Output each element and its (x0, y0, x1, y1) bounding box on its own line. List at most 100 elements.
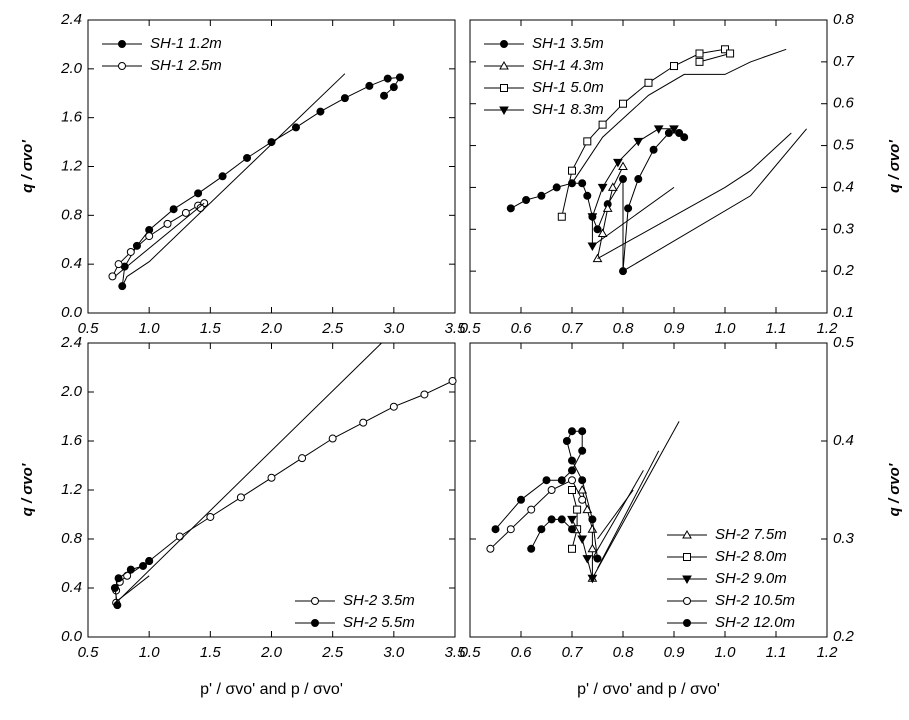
data-point (395, 73, 404, 82)
data-point (573, 505, 582, 514)
data-point (583, 137, 592, 146)
x-tick-label: 1.2 (817, 644, 839, 661)
x-tick-label: 0.7 (562, 320, 584, 337)
reference-line (114, 575, 150, 604)
x-tick-label: 3.5 (445, 644, 467, 661)
data-point (578, 495, 587, 504)
x-tick-label: 0.6 (511, 644, 533, 661)
data-point (695, 49, 704, 58)
y-tick-label: 0.1 (833, 304, 854, 321)
series-line (115, 380, 453, 603)
legend-label: SH-2 9.0m (715, 570, 787, 587)
x-tick-label: 1.0 (715, 320, 737, 337)
data-point (613, 158, 623, 168)
data-point (267, 138, 276, 147)
data-point (583, 191, 592, 200)
data-point (670, 62, 678, 71)
y-axis-title: q / σvo' (19, 463, 36, 516)
legend-marker (682, 575, 692, 585)
reference-line (597, 489, 634, 540)
legend-marker (118, 40, 126, 48)
x-tick-label: 1.2 (817, 320, 839, 337)
legend-marker (118, 62, 126, 70)
data-point (175, 532, 184, 541)
data-point (557, 476, 566, 485)
y-tick-label: 2.4 (60, 11, 82, 28)
x-tick-label: 0.5 (78, 320, 100, 337)
x-tick-label: 1.0 (139, 644, 161, 661)
data-point (680, 133, 689, 142)
data-point (359, 418, 368, 427)
x-tick-label: 0.6 (511, 320, 533, 337)
data-point (568, 544, 576, 553)
data-point (568, 427, 576, 436)
y-tick-label: 0.8 (833, 11, 855, 28)
series-line (571, 519, 593, 579)
legend-marker (683, 553, 691, 561)
data-point (634, 175, 643, 184)
y-tick-label: 0.4 (833, 178, 854, 195)
data-point (291, 123, 300, 132)
x-tick-label: 3.0 (383, 644, 405, 661)
data-point (593, 225, 602, 234)
y-tick-label: 0.4 (61, 579, 82, 596)
y-tick-label: 0.0 (61, 628, 83, 645)
data-point (139, 561, 148, 570)
data-point (114, 574, 123, 583)
data-point (527, 544, 536, 553)
legend-marker (499, 60, 509, 70)
series-line (597, 166, 624, 259)
y-tick-label: 0.8 (61, 206, 83, 223)
data-point (196, 204, 205, 213)
data-point (587, 524, 598, 533)
x-tick-label: 1.0 (715, 644, 737, 661)
y-tick-label: 2.0 (60, 383, 83, 400)
y-tick-label: 1.2 (61, 157, 83, 174)
series-line (571, 489, 578, 549)
reference-line (591, 470, 644, 559)
x-tick-label: 1.0 (139, 320, 161, 337)
data-point (547, 486, 556, 494)
data-point (633, 137, 644, 147)
x-tick-label: 3.0 (383, 320, 405, 337)
y-tick-label: 0.7 (833, 53, 855, 70)
data-point (653, 125, 664, 134)
y-tick-label: 0.5 (833, 137, 855, 154)
legend-label: SH-2 8.0m (715, 548, 787, 565)
data-point (619, 267, 627, 276)
data-point (527, 505, 536, 514)
plot-frame (469, 342, 828, 638)
data-point (607, 182, 618, 191)
data-point (593, 554, 602, 563)
data-point (108, 272, 117, 281)
data-point (206, 512, 215, 521)
data-point (537, 191, 546, 200)
data-point (597, 228, 608, 237)
x-tick-label: 2.5 (321, 320, 344, 337)
data-point (126, 247, 135, 256)
data-point (568, 179, 576, 188)
y-axis-title: q / σvo' (886, 140, 903, 193)
data-point (236, 493, 245, 502)
data-point (568, 466, 576, 475)
legend-label: SH-1 8.3m (532, 101, 604, 118)
reference-line (118, 342, 382, 601)
data-point (542, 476, 551, 485)
data-point (380, 91, 389, 100)
x-tick-label: 1.5 (200, 320, 222, 337)
reference-line (592, 186, 675, 247)
legend-marker (682, 529, 692, 539)
legend-label: SH-2 7.5m (715, 526, 787, 543)
x-tick-label: 0.9 (664, 320, 686, 337)
data-point (537, 525, 546, 534)
data-point (578, 476, 587, 485)
x-tick-label: 1.5 (200, 644, 222, 661)
data-point (568, 476, 576, 485)
data-point (110, 584, 119, 592)
reference-line (114, 202, 205, 277)
y-tick-label: 0.2 (833, 628, 855, 645)
data-point (578, 427, 587, 436)
data-point (340, 94, 349, 103)
data-point (113, 601, 122, 610)
